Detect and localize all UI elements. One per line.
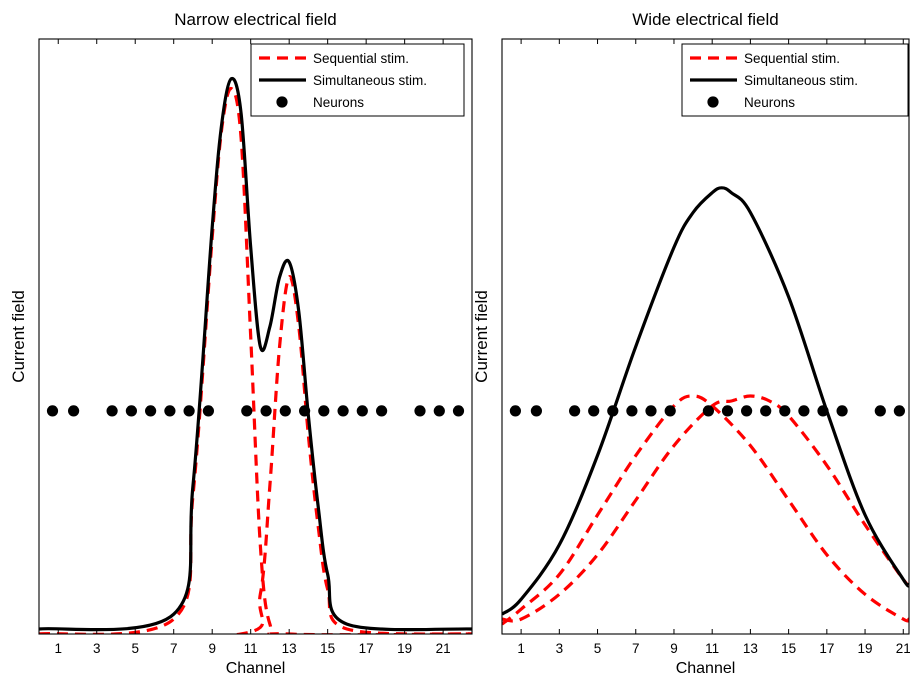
y-axis-label: Current field — [472, 290, 491, 383]
legend: Sequential stim. Simultaneous stim. Neuron… — [250, 43, 465, 117]
neuron-point — [893, 405, 906, 417]
sequential-stim-line — [502, 394, 909, 623]
plot-area — [39, 76, 472, 634]
x-tick-label: 13 — [282, 641, 297, 656]
x-tick-label: 13 — [743, 641, 758, 656]
x-tick-label: 7 — [632, 641, 640, 656]
x-tick-label: 1 — [54, 641, 62, 656]
x-tick-label: 9 — [670, 641, 678, 656]
neuron-point — [183, 405, 195, 417]
neuron-point — [433, 405, 445, 417]
legend-label: Neurons — [744, 95, 795, 110]
legend-label: Neurons — [313, 95, 364, 110]
neuron-point — [645, 405, 657, 417]
x-tick-label: 9 — [208, 641, 216, 656]
neuron-point — [702, 405, 715, 417]
neuron-point — [318, 405, 330, 417]
x-tick-label: 21 — [896, 641, 910, 656]
axes-frame — [501, 38, 910, 635]
legend-label: Sequential stim. — [744, 51, 840, 66]
legend-marker-neurons — [707, 96, 719, 108]
x-tick-label: 17 — [819, 641, 834, 656]
x-tick-label: 15 — [781, 641, 796, 656]
sequential-stim-line — [502, 394, 909, 626]
x-tick-label: 11 — [705, 641, 719, 656]
legend-marker-neurons — [276, 96, 288, 108]
x-tick-label: 5 — [131, 641, 139, 656]
sequential-stim-line — [39, 86, 472, 634]
x-axis-label: Channel — [226, 660, 286, 677]
neuron-point — [817, 405, 829, 417]
y-axis-label: Current field — [9, 290, 28, 383]
neuron-point — [337, 405, 349, 417]
legend: Sequential stim. Simultaneous stim. Neuron… — [681, 43, 909, 117]
neuron-point — [874, 405, 886, 417]
neuron-point — [202, 405, 214, 417]
neuron-point — [760, 405, 772, 417]
neuron-point — [741, 405, 753, 417]
x-axis-label: Channel — [676, 660, 736, 677]
simultaneous-stim-line — [39, 76, 472, 632]
x-tick-label: 11 — [244, 641, 258, 656]
x-tick-label: 19 — [397, 641, 412, 656]
legend-label: Simultaneous stim. — [744, 73, 858, 88]
legend-label: Sequential stim. — [313, 51, 409, 66]
neuron-point — [279, 405, 291, 417]
neuron-point — [779, 405, 791, 417]
neuron-point — [836, 405, 848, 417]
x-tick-label: 17 — [359, 641, 374, 656]
neuron-point — [68, 405, 80, 417]
neuron-point — [376, 405, 388, 417]
axes-frame — [38, 38, 473, 635]
x-tick-label: 15 — [320, 641, 335, 656]
neuron-point — [46, 405, 59, 417]
x-tick-label: 1 — [517, 641, 525, 656]
neuron-point — [414, 405, 426, 417]
neuron-point — [588, 405, 600, 417]
simultaneous-stim-line — [502, 186, 909, 616]
x-tick-label: 7 — [170, 641, 178, 656]
sequential-stim-line — [39, 275, 472, 634]
plot-area — [502, 186, 909, 626]
neuron-point — [241, 405, 253, 417]
neuron-point — [509, 405, 521, 417]
neuron-point — [260, 405, 272, 417]
neuron-point — [607, 405, 619, 417]
x-tick-label: 3 — [93, 641, 101, 656]
neuron-point — [530, 405, 543, 417]
neuron-point — [452, 405, 465, 417]
x-tick-label: 21 — [436, 641, 451, 656]
neuron-point — [798, 405, 810, 417]
legend-label: Simultaneous stim. — [313, 73, 427, 88]
neuron-point — [721, 405, 734, 417]
neuron-point — [145, 405, 157, 417]
neuron-point — [569, 405, 581, 417]
neuron-point — [626, 405, 638, 417]
chart-title: Narrow electrical field — [174, 10, 337, 29]
neuron-point — [125, 405, 137, 417]
x-tick-label: 19 — [858, 641, 873, 656]
x-tick-label: 3 — [556, 641, 564, 656]
neuron-point — [299, 405, 311, 417]
neuron-point — [164, 405, 176, 417]
neuron-point — [356, 405, 368, 417]
x-tick-label: 5 — [594, 641, 602, 656]
neuron-point — [106, 405, 118, 417]
neuron-point — [664, 405, 676, 417]
chart-title: Wide electrical field — [632, 10, 778, 29]
